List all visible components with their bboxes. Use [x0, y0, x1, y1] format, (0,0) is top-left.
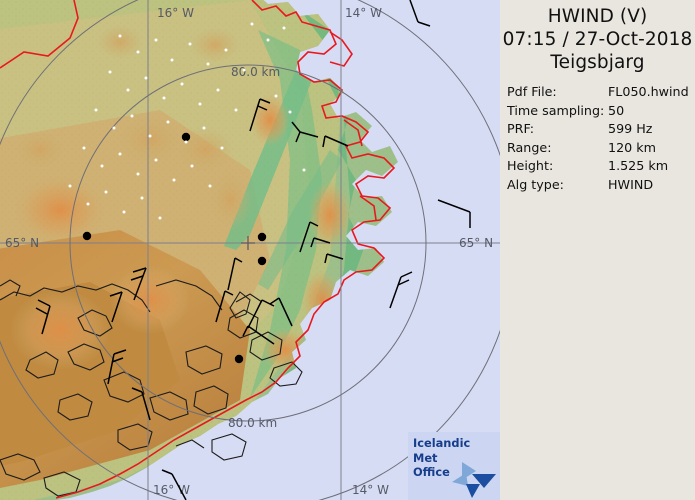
wind-barb	[161, 469, 187, 500]
icelandic-met-office-logo[interactable]: Icelandic Met Office	[408, 432, 500, 500]
range-label-80km-top: 80.0 km	[231, 65, 280, 79]
wind-barb	[299, 221, 319, 253]
metadata-key: Height:	[507, 158, 554, 173]
metadata-value: HWIND	[608, 176, 654, 192]
coastline	[0, 0, 396, 499]
metadata-key: Alg type:	[507, 176, 564, 192]
range-label-80km-bottom: 80.0 km	[228, 416, 277, 430]
product-metadata-list: Pdf File: FL050.hwind Time sampling: 50 …	[500, 83, 695, 194]
metadata-row-alg-type: Alg type: HWIND	[507, 176, 695, 195]
range-ring-80km	[69, 64, 427, 422]
wind-barb	[130, 267, 147, 301]
metadata-key: Time sampling:	[507, 102, 605, 118]
lon-label-16w-top: 16° W	[157, 6, 194, 20]
station-marker	[181, 132, 191, 142]
lon-label-14w-bottom: 14° W	[352, 483, 389, 497]
station-markers	[82, 132, 267, 364]
wind-barb	[269, 297, 293, 327]
metadata-value: 50	[608, 102, 625, 118]
map-canvas: 16° W 14° W 16° W 14° W 65° N 65° N 80.0…	[0, 0, 500, 500]
radar-map[interactable]: 16° W 14° W 16° W 14° W 65° N 65° N 80.0…	[0, 0, 500, 500]
metadata-key: Pdf File:	[507, 84, 557, 99]
logo-text: Icelandic Met Office	[413, 436, 497, 480]
radar-center-marker	[241, 236, 255, 250]
wind-barb	[437, 199, 471, 228]
product-timestamp: 07:15 / 27-Oct-2018	[502, 29, 693, 50]
metadata-row-range: Range: 120 km	[507, 139, 695, 158]
metadata-value: 1.525 km	[608, 158, 669, 173]
metadata-key: PRF:	[507, 121, 535, 136]
range-rings	[0, 0, 500, 500]
product-title: HWIND (V)	[547, 6, 648, 27]
radar-site-name: Teigsbjarg	[550, 52, 645, 73]
station-marker	[82, 231, 92, 241]
metadata-row-prf: PRF: 599 Hz	[507, 120, 695, 139]
logo-text-line1: Icelandic Met	[413, 436, 471, 465]
metadata-key: Range:	[507, 139, 552, 155]
station-marker	[234, 354, 244, 364]
wind-barb	[409, 0, 431, 27]
info-panel: HWIND (V) 07:15 / 27-Oct-2018 Teigsbjarg…	[500, 0, 695, 500]
map-labels: 16° W 14° W 16° W 14° W 65° N 65° N 80.0…	[5, 6, 493, 497]
wind-barb	[131, 387, 151, 421]
wind-barb	[35, 299, 51, 335]
metadata-value: FL050.hwind	[608, 84, 689, 99]
lat-label-65n-left: 65° N	[5, 236, 39, 250]
metadata-value: 120 km	[608, 139, 656, 155]
wind-barb	[242, 325, 275, 345]
wind-barb	[227, 257, 243, 291]
logo-text-line2: Office	[413, 465, 450, 479]
wind-barb	[322, 135, 349, 148]
wind-barb	[249, 98, 271, 132]
wind-barb	[215, 290, 234, 323]
station-marker	[257, 232, 267, 242]
lon-label-16w-bottom: 16° W	[153, 483, 190, 497]
wind-barb	[389, 271, 413, 309]
wind-barb	[310, 237, 331, 248]
wind-barb	[291, 121, 319, 143]
metadata-value: 599 Hz	[608, 121, 653, 136]
wind-barb	[107, 349, 127, 385]
data-gate-dots	[68, 22, 306, 220]
metadata-row-pdf-file: Pdf File: FL050.hwind	[507, 83, 695, 102]
product-title-block: HWIND (V) 07:15 / 27-Oct-2018 Teigsbjarg	[500, 0, 695, 74]
wind-barb	[247, 299, 275, 329]
pinwheel-arrows-icon	[452, 462, 496, 498]
wind-barb	[324, 253, 344, 264]
wind-barb	[109, 291, 123, 323]
station-marker	[257, 256, 267, 266]
metadata-row-height: Height: 1.525 km	[507, 157, 695, 176]
lon-label-14w-top: 14° W	[345, 6, 382, 20]
lat-label-65n-right: 65° N	[459, 236, 493, 250]
wind-barbs	[35, 0, 471, 500]
metadata-row-time-sampling: Time sampling: 50	[507, 102, 695, 121]
